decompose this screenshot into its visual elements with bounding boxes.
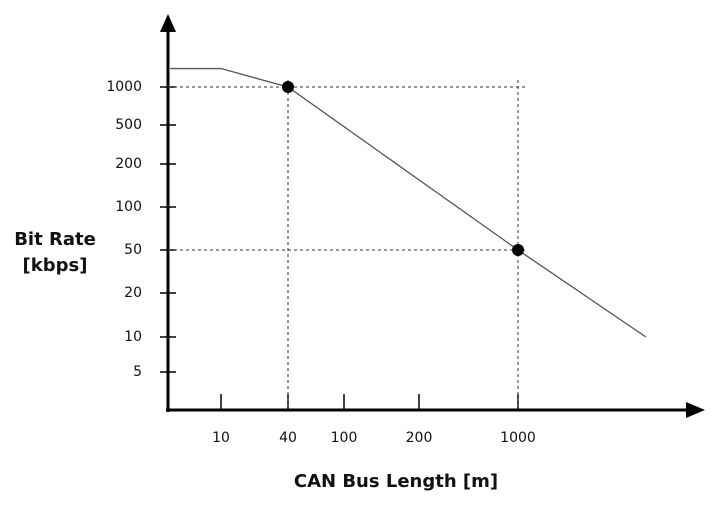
x-axis-label: CAN Bus Length [m] [294, 471, 498, 492]
x-tick-label: 1000 [500, 430, 536, 446]
y-tick-label: 200 [115, 156, 142, 172]
point [282, 81, 294, 93]
line [170, 67, 647, 338]
y-axis-arrow [160, 14, 176, 32]
point [512, 244, 524, 256]
y-axis-label: Bit Rate [14, 229, 96, 250]
y-tick-label: 20 [124, 285, 142, 301]
y-tick-label: 50 [124, 242, 142, 258]
x-tick-label: 100 [331, 430, 358, 446]
x-tick-label: 10 [212, 430, 230, 446]
x-tick-label: 200 [406, 430, 433, 446]
x-tick-label: 40 [279, 430, 297, 446]
y-axis-label: [kbps] [23, 255, 88, 276]
y-tick-label: 1000 [106, 79, 142, 95]
y-tick-label: 10 [124, 329, 142, 345]
x-axis-arrow [686, 402, 705, 418]
y-tick-label: 100 [115, 199, 142, 215]
y-tick-label: 5 [133, 364, 142, 380]
y-tick-label: 500 [115, 117, 142, 133]
